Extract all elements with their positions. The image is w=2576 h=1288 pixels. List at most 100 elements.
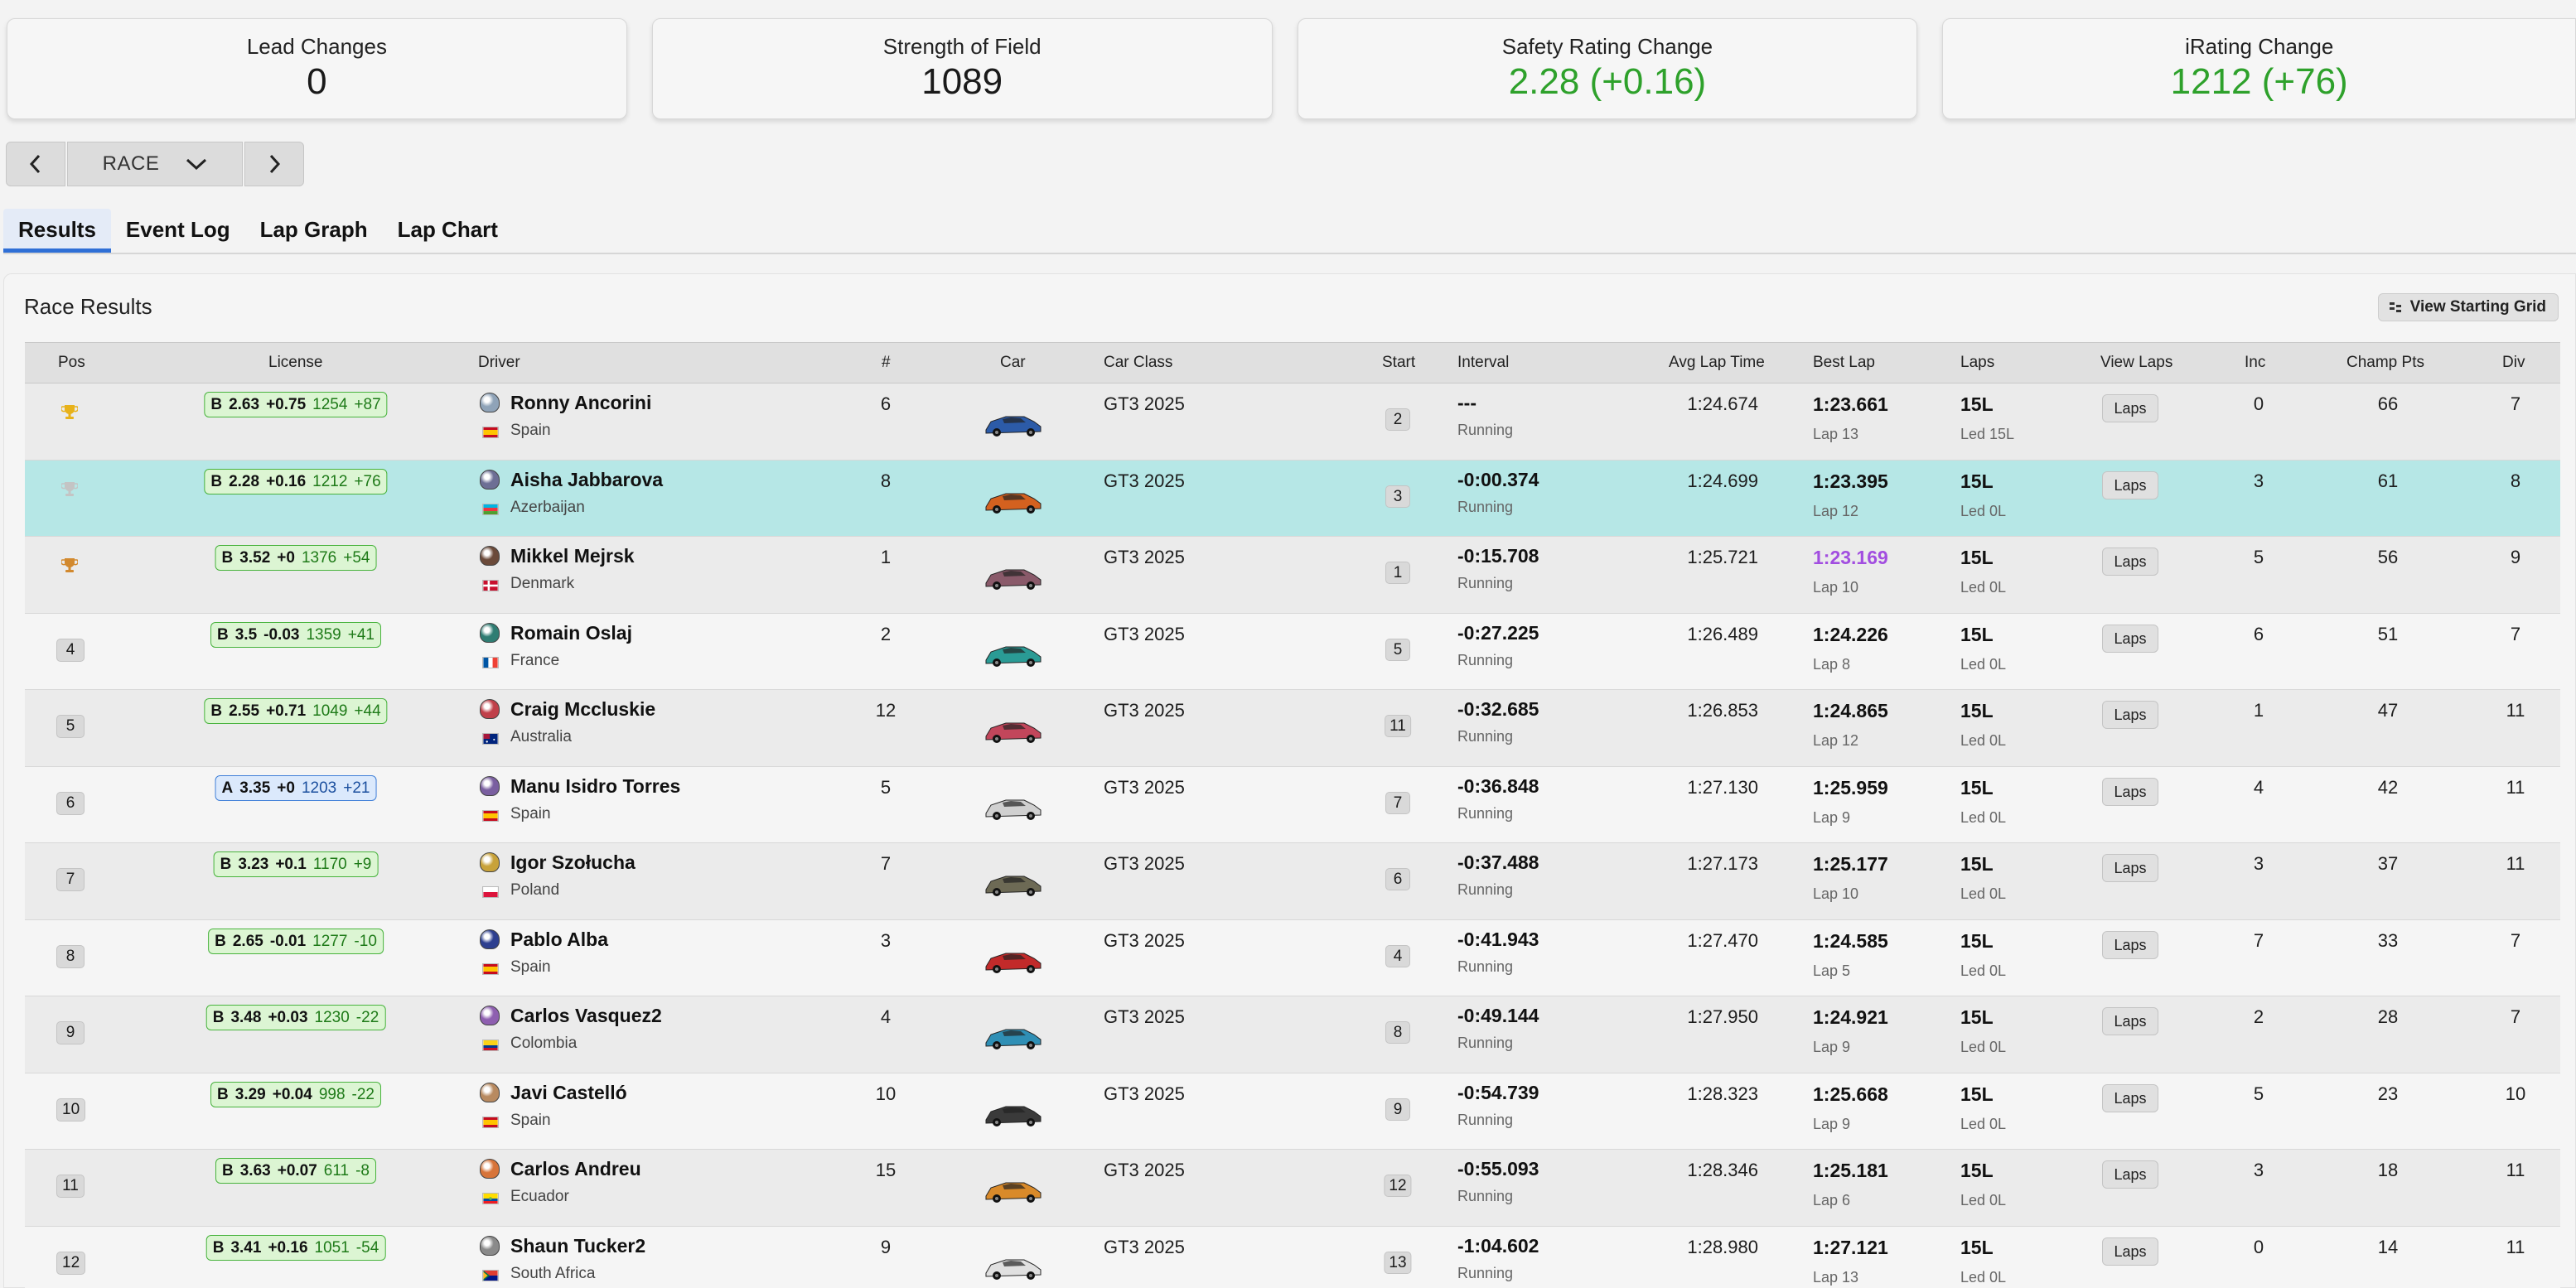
car-icon xyxy=(985,416,1042,437)
driver-name[interactable]: Craig Mccluskie xyxy=(510,698,656,720)
view-laps-button[interactable]: Laps xyxy=(2102,854,2158,882)
table-row[interactable]: B 2.28 +0.16 1212 +76 Aisha Jabbarova Azerbaij… xyxy=(25,460,2560,537)
table-row[interactable]: B 3.52 +0 1376 +54 Mikkel Mejrsk Denmark 1 GT3 2… xyxy=(25,537,2560,614)
col-laps[interactable]: Laps xyxy=(1960,354,1995,371)
col-car[interactable]: Car xyxy=(1000,354,1026,371)
col-best-lap[interactable]: Best Lap xyxy=(1813,354,1875,371)
chevron-right-icon xyxy=(269,154,281,174)
incidents: 3 xyxy=(2253,470,2264,491)
interval: -0:41.943 xyxy=(1457,928,1539,950)
tab-event-log[interactable]: Event Log xyxy=(125,217,230,242)
license-class: B xyxy=(220,856,232,873)
flag-pl-icon xyxy=(482,886,499,898)
table-row[interactable]: 12 B 3.41 +0.16 1051 -54 Shaun Tucker2 South Af… xyxy=(25,1226,2560,1288)
table-row[interactable]: B 2.63 +0.75 1254 +87 Ronny Ancorini Spain 6 GT3… xyxy=(25,384,2560,461)
table-row[interactable]: 5 B 2.55 +0.71 1049 +44 Craig Mccluskie Austral… xyxy=(25,690,2560,767)
session-select[interactable]: RACE xyxy=(67,142,243,186)
col-interval[interactable]: Interval xyxy=(1457,354,1510,371)
table-row[interactable]: 6 A 3.35 +0 1203 +21 Manu Isidro Torres Spain 5 G… xyxy=(25,766,2560,843)
col-inc[interactable]: Inc xyxy=(2245,354,2266,371)
laps-completed: 15L xyxy=(1960,700,1994,721)
driver-name[interactable]: Carlos Andreu xyxy=(510,1158,641,1179)
view-laps-button[interactable]: Laps xyxy=(2102,548,2158,576)
license-class: B xyxy=(210,472,223,490)
col-view-laps[interactable]: View Laps xyxy=(2100,354,2173,371)
driver-name[interactable]: Aisha Jabbarova xyxy=(510,468,664,490)
best-lap-time: 1:25.668 xyxy=(1813,1083,1888,1105)
incidents: 0 xyxy=(2253,393,2264,414)
safety-rating: 3.48 xyxy=(230,1009,262,1026)
laps-completed: 15L xyxy=(1960,470,1994,492)
driver-name[interactable]: Carlos Vasquez2 xyxy=(510,1005,662,1026)
helmet-icon xyxy=(480,775,500,796)
table-row[interactable]: 7 B 3.23 +0.1 1170 +9 Igor Szołucha Poland 7 GT3 … xyxy=(25,843,2560,920)
driver-name[interactable]: Shaun Tucker2 xyxy=(510,1234,646,1257)
previous-session-button[interactable] xyxy=(6,142,65,186)
col-number[interactable]: # xyxy=(882,354,891,371)
col-license[interactable]: License xyxy=(268,354,323,371)
view-laps-button[interactable]: Laps xyxy=(2102,1237,2158,1266)
table-row[interactable]: 9 B 3.48 +0.03 1230 -22 Carlos Vasquez2 Colombi… xyxy=(25,996,2560,1073)
col-car-class[interactable]: Car Class xyxy=(1104,354,1173,371)
irating: 1212 xyxy=(312,472,348,490)
col-driver[interactable]: Driver xyxy=(478,354,520,371)
view-laps-button[interactable]: Laps xyxy=(2102,777,2158,806)
best-lap-time: 1:24.585 xyxy=(1813,929,1888,952)
driver-name[interactable]: Manu Isidro Torres xyxy=(510,774,681,797)
race-status: Running xyxy=(1457,1111,1514,1128)
incidents: 7 xyxy=(2253,929,2264,951)
division: 11 xyxy=(2506,853,2525,874)
best-lap-number: Lap 8 xyxy=(1813,655,1851,673)
table-row[interactable]: 11 B 3.63 +0.07 611 -8 Carlos Andreu Ecuador 15 G… xyxy=(25,1150,2560,1227)
driver-name[interactable]: Javi Castelló xyxy=(510,1081,627,1103)
view-laps-button[interactable]: Laps xyxy=(2102,470,2158,499)
driver-country: Colombia xyxy=(510,1035,578,1052)
best-lap-number: Lap 13 xyxy=(1813,426,1859,442)
col-div[interactable]: Div xyxy=(2502,354,2525,371)
laps-led: Led 15L xyxy=(1960,426,2015,442)
col-champ-pts[interactable]: Champ Pts xyxy=(2346,354,2424,371)
champ-points: 47 xyxy=(2377,700,2399,721)
session-select-label: RACE xyxy=(102,152,160,175)
driver-name[interactable]: Ronny Ancorini xyxy=(510,392,652,413)
table-row[interactable]: 8 B 2.65 -0.01 1277 -10 Pablo Alba Spain 3 GT3 20… xyxy=(25,919,2560,996)
col-avg-lap[interactable]: Avg Lap Time xyxy=(1669,354,1765,371)
driver-name[interactable]: Mikkel Mejrsk xyxy=(510,545,635,567)
driver-name[interactable]: Pablo Alba xyxy=(510,928,608,950)
license-class: A xyxy=(221,779,234,797)
view-laps-button[interactable]: Laps xyxy=(2102,394,2158,422)
col-start[interactable]: Start xyxy=(1382,354,1416,371)
col-pos[interactable]: Pos xyxy=(58,354,85,371)
driver-name[interactable]: Igor Szołucha xyxy=(510,851,636,873)
view-laps-button[interactable]: Laps xyxy=(2102,930,2158,959)
license-badge: B 2.65 -0.01 1277 -10 xyxy=(208,928,384,954)
view-laps-button[interactable]: Laps xyxy=(2102,1083,2158,1112)
division: 9 xyxy=(2510,547,2521,567)
safety-rating-delta: -0.01 xyxy=(269,932,307,950)
incidents: 0 xyxy=(2253,1236,2264,1257)
table-row[interactable]: 10 B 3.29 +0.04 998 -22 Javi Castelló Spain 10 GT… xyxy=(25,1073,2560,1150)
safety-rating: 3.29 xyxy=(234,1085,266,1103)
view-laps-button[interactable]: Laps xyxy=(2102,624,2158,653)
table-row[interactable]: 4 B 3.5 -0.03 1359 +41 Romain Oslaj France 2 GT3 … xyxy=(25,613,2560,690)
view-laps-button[interactable]: Laps xyxy=(2102,1160,2158,1189)
tab-lap-chart[interactable]: Lap Chart xyxy=(397,217,498,242)
tab-lap-graph[interactable]: Lap Graph xyxy=(259,217,368,242)
next-session-button[interactable] xyxy=(244,142,304,186)
car-class: GT3 2025 xyxy=(1104,1006,1185,1027)
tab-results[interactable]: Results xyxy=(3,209,111,253)
driver-name[interactable]: Romain Oslaj xyxy=(510,621,632,644)
start-position-badge: 9 xyxy=(1385,1097,1410,1121)
best-lap-time: 1:27.121 xyxy=(1813,1236,1888,1258)
view-starting-grid-button[interactable]: View Starting Grid xyxy=(2377,293,2559,321)
view-laps-button[interactable]: Laps xyxy=(2102,701,2158,729)
license-class: B xyxy=(221,549,234,567)
license-badge: B 3.5 -0.03 1359 +41 xyxy=(210,621,381,648)
license-class: B xyxy=(210,396,223,413)
interval: -0:37.488 xyxy=(1457,851,1539,873)
car-icon xyxy=(985,1029,1042,1049)
view-laps-button[interactable]: Laps xyxy=(2102,1007,2158,1035)
champ-points: 18 xyxy=(2377,1160,2399,1180)
position-badge: 11 xyxy=(56,1175,85,1198)
